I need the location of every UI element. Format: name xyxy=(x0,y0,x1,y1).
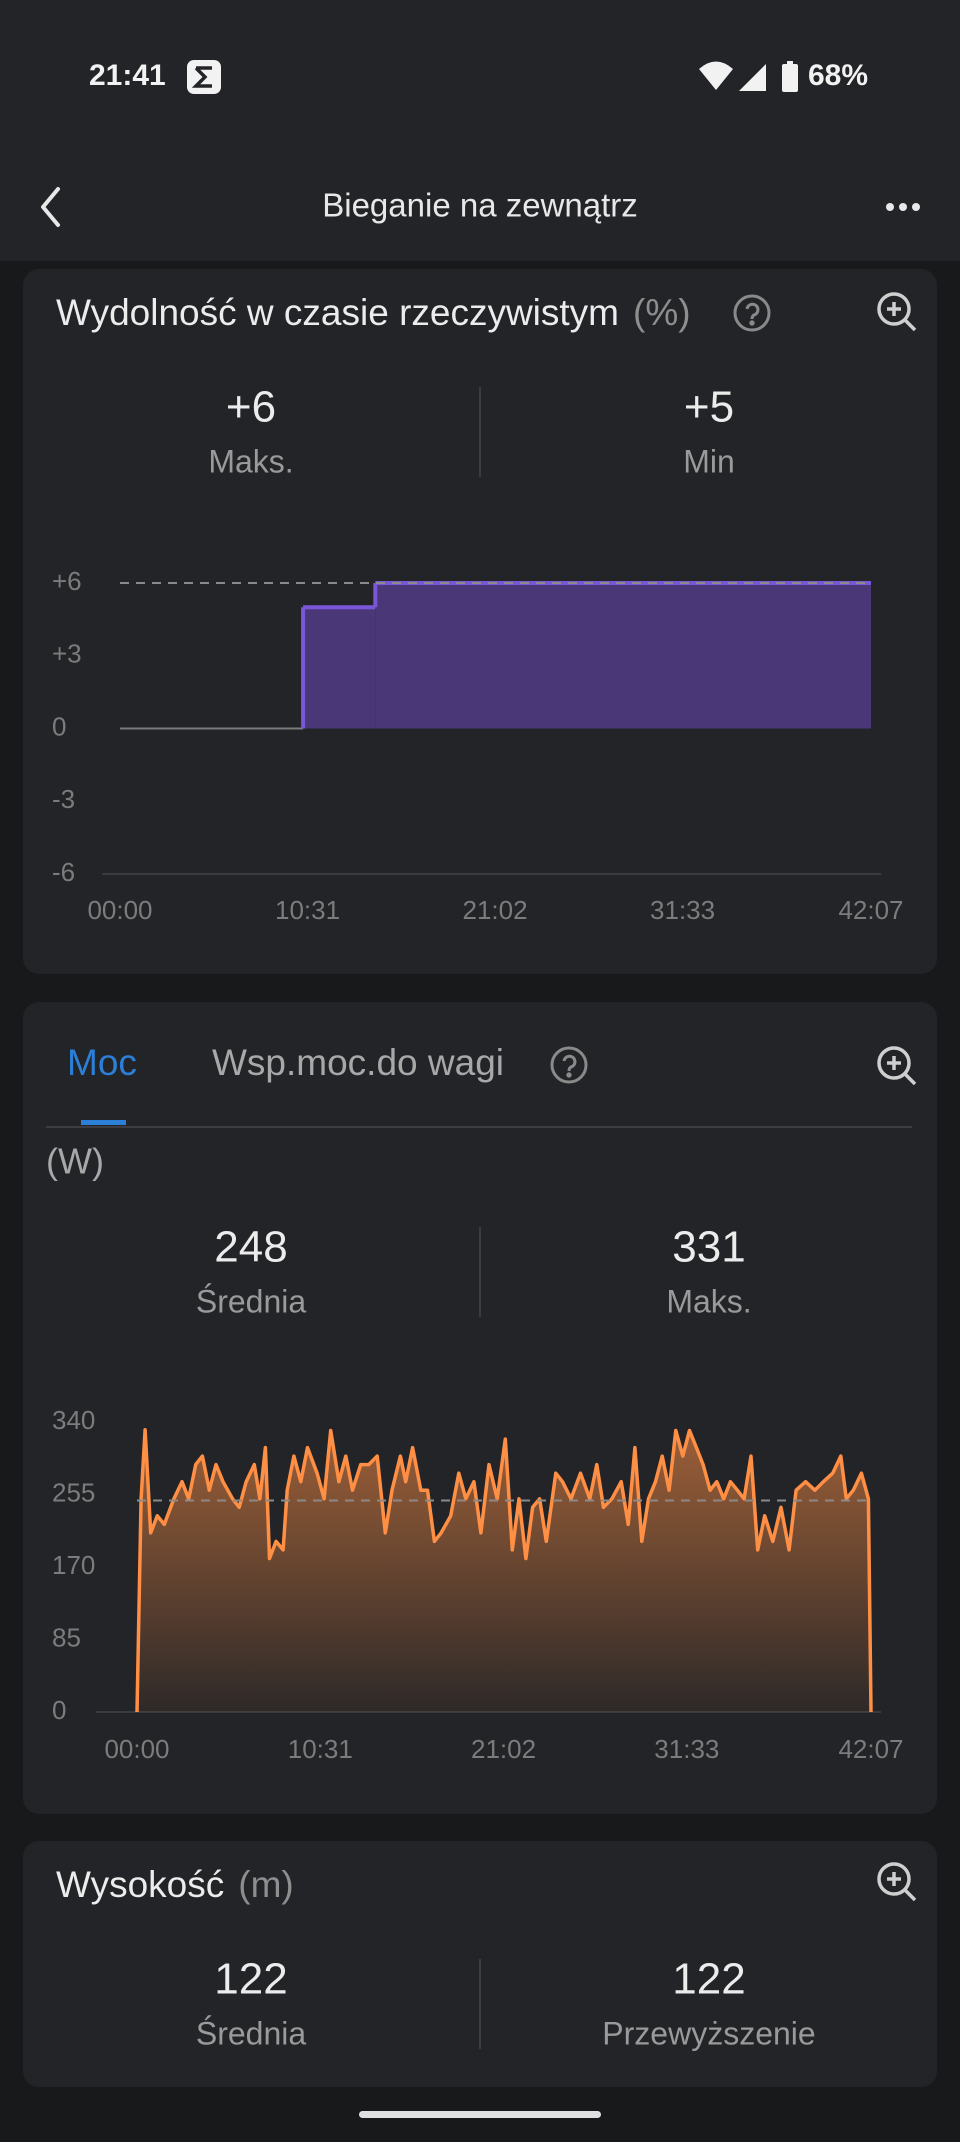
stat-label: Maks. xyxy=(208,443,293,479)
y-tick-label: -6 xyxy=(52,857,75,887)
unit: (%) xyxy=(633,292,691,333)
y-tick-label: 85 xyxy=(52,1622,81,1652)
x-tick-label: 42:07 xyxy=(838,895,903,925)
x-tick-label: 31:33 xyxy=(654,1734,719,1764)
wifi-icon xyxy=(699,61,733,90)
card-title: Wysokość (m) xyxy=(56,1864,294,1905)
x-tick-label: 10:31 xyxy=(288,1734,353,1764)
stat-label: Min xyxy=(683,443,735,479)
stat-value: +6 xyxy=(226,383,276,432)
x-tick-label: 42:07 xyxy=(838,1734,903,1764)
battery-level: 68% xyxy=(808,59,868,92)
back-button[interactable] xyxy=(41,187,60,227)
status-time: 21:41 xyxy=(89,59,166,92)
help-icon[interactable] xyxy=(733,294,771,332)
zoom-button[interactable] xyxy=(877,1862,917,1902)
x-tick-label: 00:00 xyxy=(87,895,152,925)
signal-icon xyxy=(739,64,766,91)
help-icon[interactable] xyxy=(550,1046,588,1084)
stat-value: 122 xyxy=(214,1955,287,2004)
y-tick-label: -3 xyxy=(52,784,75,814)
y-tick-label: 255 xyxy=(52,1477,95,1507)
x-tick-label: 10:31 xyxy=(275,895,340,925)
tab-active[interactable]: Moc xyxy=(67,1042,137,1083)
stat-label: Przewyższenie xyxy=(602,2015,815,2051)
title-text: Wydolność w czasie rzeczywistym xyxy=(56,292,619,333)
chart: +6 +3 0 -3 -6 00:00 10:31 21:02 31:33 42:07 xyxy=(52,566,904,925)
y-tick-label: 0 xyxy=(52,711,66,741)
app-icon xyxy=(187,60,221,94)
stat-value: 248 xyxy=(214,1223,287,1272)
stat-label: Maks. xyxy=(666,1283,751,1319)
card-title: Wydolność w czasie rzeczywistym (%) xyxy=(56,292,691,333)
step-area-fill xyxy=(375,583,871,729)
unit: (W) xyxy=(46,1141,104,1182)
title-text: Wysokość xyxy=(56,1864,224,1905)
zoom-button[interactable] xyxy=(877,1046,917,1086)
x-tick-label: 21:02 xyxy=(471,1734,536,1764)
zoom-button[interactable] xyxy=(877,292,917,332)
y-tick-label: 170 xyxy=(52,1550,95,1580)
chart: 340 255 170 85 0 00:00 10:31 21:02 31:33 42:07 xyxy=(52,1405,904,1764)
power-line xyxy=(135,1427,873,1713)
x-tick-label: 31:33 xyxy=(650,895,715,925)
step-area-fill xyxy=(303,607,376,729)
tab-indicator xyxy=(81,1120,126,1125)
stat-value: +5 xyxy=(684,383,734,432)
battery-icon xyxy=(782,61,798,92)
y-tick-label: 340 xyxy=(52,1405,95,1435)
y-tick-label: 0 xyxy=(52,1695,66,1725)
header-title: Bieganie na zewnątrz xyxy=(322,187,638,224)
stat-label: Średnia xyxy=(196,1283,307,1319)
stat-label: Średnia xyxy=(196,2015,307,2051)
x-tick-label: 21:02 xyxy=(463,895,528,925)
top-bar xyxy=(0,0,960,261)
unit: (m) xyxy=(238,1864,293,1905)
stat-value: 122 xyxy=(672,1955,745,2004)
x-tick-label: 00:00 xyxy=(104,1734,169,1764)
more-button[interactable] xyxy=(886,203,920,211)
stat-value: 331 xyxy=(672,1223,745,1272)
y-tick-label: +3 xyxy=(52,639,82,669)
y-tick-label: +6 xyxy=(52,566,82,596)
home-indicator[interactable] xyxy=(359,2111,601,2118)
tab[interactable]: Wsp.moc.do wagi xyxy=(212,1042,504,1083)
